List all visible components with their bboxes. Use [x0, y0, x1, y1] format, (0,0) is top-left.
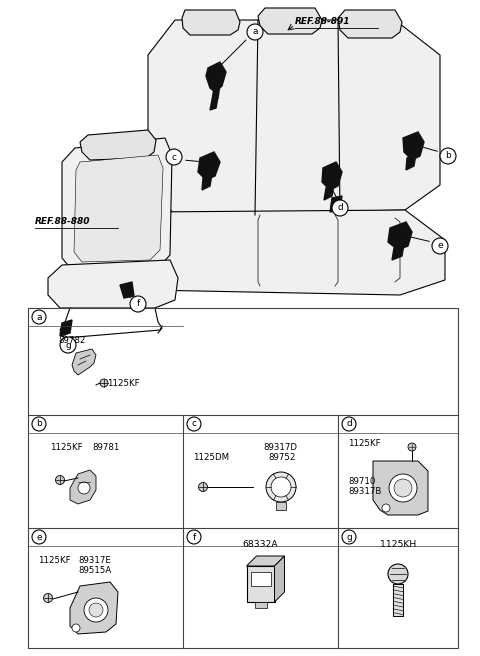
- Polygon shape: [206, 62, 226, 92]
- Polygon shape: [247, 556, 285, 566]
- Polygon shape: [70, 582, 118, 634]
- Circle shape: [84, 598, 108, 622]
- Polygon shape: [258, 8, 322, 34]
- Circle shape: [32, 530, 46, 544]
- Polygon shape: [182, 10, 240, 35]
- Bar: [251, 572, 271, 586]
- Circle shape: [342, 530, 356, 544]
- Polygon shape: [373, 461, 428, 515]
- Circle shape: [389, 474, 417, 502]
- Text: a: a: [36, 312, 42, 321]
- Text: c: c: [192, 419, 196, 428]
- Polygon shape: [324, 184, 334, 200]
- Text: d: d: [346, 419, 352, 428]
- Text: 89317B: 89317B: [348, 487, 382, 496]
- Polygon shape: [198, 152, 220, 180]
- Text: e: e: [36, 533, 42, 541]
- Text: e: e: [437, 241, 443, 251]
- Polygon shape: [60, 320, 72, 336]
- Circle shape: [271, 477, 291, 497]
- Polygon shape: [70, 470, 96, 504]
- Circle shape: [342, 417, 356, 431]
- Circle shape: [56, 476, 64, 485]
- Text: 89782: 89782: [58, 336, 85, 345]
- Circle shape: [187, 417, 201, 431]
- Circle shape: [32, 417, 46, 431]
- Text: REF.88-891: REF.88-891: [295, 18, 350, 26]
- Text: 89317E: 89317E: [78, 556, 111, 565]
- Bar: [247, 566, 275, 602]
- Polygon shape: [330, 196, 342, 212]
- Text: a: a: [252, 28, 258, 37]
- Text: 89515A: 89515A: [78, 566, 111, 575]
- Text: 89752: 89752: [268, 453, 295, 462]
- Circle shape: [78, 482, 90, 494]
- Circle shape: [89, 603, 103, 617]
- Text: f: f: [192, 533, 196, 541]
- Circle shape: [394, 479, 412, 497]
- Polygon shape: [212, 85, 220, 100]
- Bar: [28, 308, 458, 648]
- Text: b: b: [445, 152, 451, 161]
- Text: b: b: [36, 419, 42, 428]
- Text: 1125DM: 1125DM: [193, 453, 229, 462]
- Circle shape: [100, 379, 108, 387]
- Polygon shape: [72, 349, 96, 375]
- Text: 89317D: 89317D: [263, 443, 297, 452]
- Circle shape: [187, 530, 201, 544]
- Circle shape: [247, 24, 263, 40]
- Polygon shape: [275, 556, 285, 602]
- Polygon shape: [338, 10, 402, 38]
- Circle shape: [332, 200, 348, 216]
- Circle shape: [408, 443, 416, 451]
- Text: 89710: 89710: [348, 477, 375, 486]
- Polygon shape: [80, 130, 156, 160]
- Polygon shape: [202, 174, 212, 190]
- Text: g: g: [65, 340, 71, 350]
- Text: 1125KH: 1125KH: [380, 540, 416, 549]
- Circle shape: [266, 472, 296, 502]
- Circle shape: [44, 594, 52, 602]
- Circle shape: [60, 337, 76, 353]
- Polygon shape: [388, 222, 412, 250]
- Polygon shape: [322, 162, 342, 190]
- Circle shape: [388, 564, 408, 584]
- Polygon shape: [48, 260, 178, 308]
- Text: REF.88-880: REF.88-880: [35, 218, 91, 226]
- Text: c: c: [171, 152, 177, 161]
- Circle shape: [32, 310, 46, 324]
- Text: 1125KF: 1125KF: [348, 439, 381, 448]
- Bar: [276, 502, 286, 510]
- Text: 68332A: 68332A: [242, 540, 278, 549]
- Polygon shape: [62, 138, 172, 270]
- Bar: [254, 602, 266, 608]
- Circle shape: [440, 148, 456, 164]
- Polygon shape: [120, 282, 134, 298]
- Text: 1125KF: 1125KF: [50, 443, 83, 452]
- Text: d: d: [337, 203, 343, 213]
- Polygon shape: [403, 132, 424, 160]
- Circle shape: [432, 238, 448, 254]
- Circle shape: [199, 483, 207, 491]
- Circle shape: [382, 504, 390, 512]
- Circle shape: [72, 624, 80, 632]
- Bar: [393, 584, 403, 616]
- Polygon shape: [118, 210, 445, 295]
- Polygon shape: [148, 20, 440, 215]
- Circle shape: [166, 149, 182, 165]
- Polygon shape: [406, 154, 416, 170]
- Polygon shape: [210, 97, 218, 110]
- Polygon shape: [74, 155, 163, 262]
- Text: f: f: [136, 300, 140, 308]
- Text: 1125KF: 1125KF: [38, 556, 71, 565]
- Text: 89781: 89781: [92, 443, 120, 452]
- Circle shape: [130, 296, 146, 312]
- Text: 1125KF: 1125KF: [107, 379, 140, 388]
- Polygon shape: [392, 244, 404, 260]
- Text: g: g: [346, 533, 352, 541]
